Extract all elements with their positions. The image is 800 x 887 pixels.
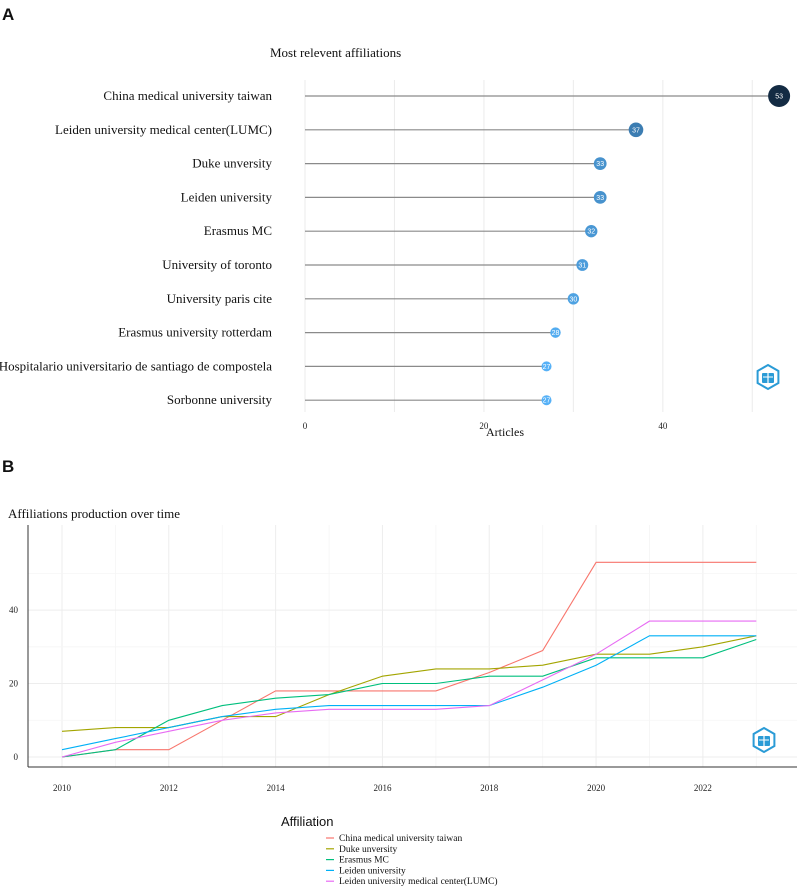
chart-title: Most relevent affiliations bbox=[270, 45, 401, 60]
x-tick-label: 2020 bbox=[587, 783, 606, 793]
data-label: 31 bbox=[578, 263, 586, 270]
data-label: 53 bbox=[775, 94, 783, 101]
x-tick-label: 40 bbox=[658, 421, 668, 431]
panel-label-b: B bbox=[2, 457, 15, 476]
data-label: 28 bbox=[552, 330, 560, 337]
category-label: Duke unversity bbox=[192, 156, 272, 171]
legend-item: Leiden university medical center(LUMC) bbox=[339, 876, 498, 887]
data-label: 33 bbox=[596, 195, 604, 202]
legend-item: Duke unversity bbox=[339, 845, 398, 855]
legend-item: Leiden university bbox=[339, 866, 406, 876]
lollipop-dot bbox=[541, 395, 552, 406]
legend-item: China medical university taiwan bbox=[339, 834, 462, 844]
series-line bbox=[61, 638, 757, 758]
legend-title: Affiliation bbox=[281, 814, 334, 829]
chart-title: Affiliations production over time bbox=[8, 506, 180, 521]
x-axis-label: Articles bbox=[486, 425, 524, 439]
category-label: Erasmus MC bbox=[204, 223, 272, 238]
lollipop-dot bbox=[593, 191, 607, 204]
panel-label-a: A bbox=[2, 5, 15, 24]
x-tick-label: 2012 bbox=[160, 783, 178, 793]
lollipop-dot bbox=[628, 122, 644, 138]
x-tick-label: 2010 bbox=[53, 783, 72, 793]
category-label: Leiden university medical center(LUMC) bbox=[55, 122, 272, 137]
y-tick-label: 0 bbox=[14, 752, 19, 762]
legend-item: Erasmus MC bbox=[339, 856, 389, 866]
category-label: China medical university taiwan bbox=[103, 88, 272, 103]
lollipop-dot bbox=[550, 327, 561, 338]
y-tick-label: 20 bbox=[9, 679, 19, 689]
x-tick-label: 0 bbox=[303, 421, 308, 431]
data-label: 27 bbox=[543, 364, 551, 371]
lollipop-chart: Most relevent affiliations China medical … bbox=[0, 45, 791, 439]
line-chart: Affiliations production over time 0 20 40 20… bbox=[8, 506, 797, 887]
logo-a-icon bbox=[756, 363, 780, 391]
x-tick-label: 2014 bbox=[267, 783, 286, 793]
x-tick-label: 2016 bbox=[373, 783, 392, 793]
lollipop-dot bbox=[541, 361, 552, 372]
data-label: 27 bbox=[543, 398, 551, 405]
category-label: Erasmus university rotterdam bbox=[118, 325, 272, 340]
data-label: 37 bbox=[632, 127, 640, 134]
series-line bbox=[61, 561, 757, 758]
data-label: 32 bbox=[587, 229, 595, 236]
x-tick-label: 2018 bbox=[480, 783, 499, 793]
series-line bbox=[61, 635, 757, 751]
lollipop-dot bbox=[576, 259, 589, 271]
data-label: 30 bbox=[569, 296, 577, 303]
category-label: University of toronto bbox=[162, 257, 272, 272]
lollipop-dot bbox=[593, 157, 607, 170]
category-label: Hospitalario universitario de santiago d… bbox=[0, 358, 272, 373]
category-label: Sorbonne university bbox=[167, 392, 273, 407]
category-label: Leiden university bbox=[181, 189, 273, 204]
x-tick-label: 20 bbox=[479, 421, 489, 431]
lollipop-dot bbox=[567, 293, 580, 305]
series-line bbox=[61, 620, 757, 758]
lollipop-dot bbox=[585, 225, 598, 238]
x-tick-label: 2022 bbox=[694, 783, 712, 793]
lollipop-dot bbox=[768, 85, 791, 107]
y-tick-label: 40 bbox=[9, 605, 19, 615]
category-label: University paris cite bbox=[167, 291, 273, 306]
logo-b-icon bbox=[752, 726, 776, 754]
data-label: 33 bbox=[596, 161, 604, 168]
